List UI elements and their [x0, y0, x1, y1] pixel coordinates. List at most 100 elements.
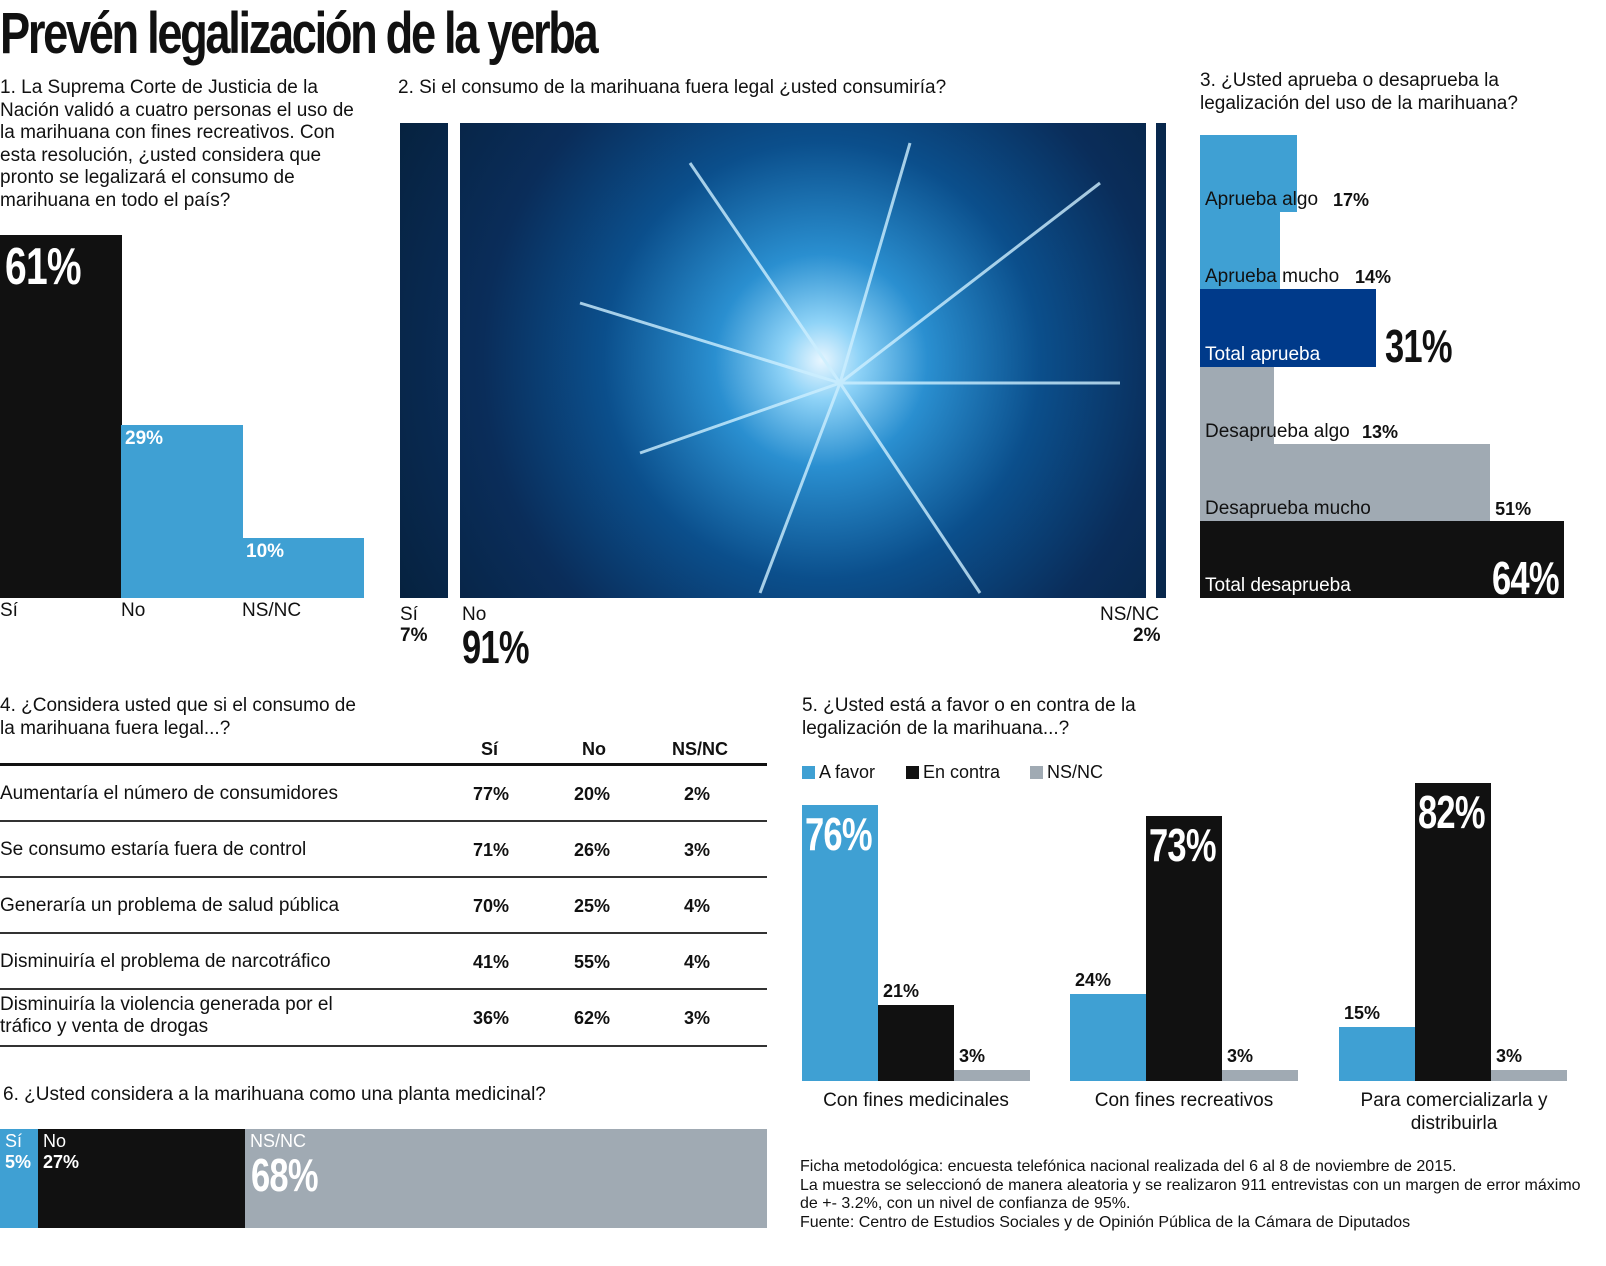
cell-value: 20%	[574, 784, 611, 804]
cell-value: 3%	[684, 840, 711, 860]
table-row: Se consumo estaría fuera de control 71% 26…	[0, 822, 767, 878]
cell-value: 2%	[684, 784, 711, 804]
q2-value-si: 7%	[400, 625, 428, 646]
q5-value: 73%	[1149, 818, 1217, 871]
q3-question: 3. ¿Usted aprueba o desaprueba la legali…	[1200, 70, 1518, 114]
q3-category: Aprueba mucho	[1205, 266, 1340, 288]
q1-value: 10%	[246, 541, 285, 563]
q1-question: 1. La Suprema Corte de Justicia de la Na…	[0, 77, 354, 211]
q2-bar-si	[400, 123, 448, 598]
q2-value-nsnc: 2%	[1133, 625, 1161, 646]
q5-value: 15%	[1344, 1002, 1381, 1023]
table-row: Disminuiría el problema de narcotráfico 4…	[0, 934, 767, 990]
q2-question: 2. Si el consumo de la marihuana fuera l…	[398, 77, 947, 98]
legend-label: En contra	[923, 762, 1001, 782]
q6-value: 68%	[251, 1149, 319, 1201]
q6-category: NS/NC	[250, 1131, 307, 1151]
q3-bar	[1200, 521, 1564, 599]
q2-label-no: No	[462, 604, 487, 625]
q3-bar	[1200, 289, 1377, 367]
q3-value: 14%	[1355, 267, 1392, 288]
legend-label: NS/NC	[1047, 762, 1104, 782]
q4-header-rule	[0, 763, 767, 766]
q1-category: No	[121, 600, 146, 621]
cell-value: 36%	[473, 1008, 510, 1028]
q3-bar	[1200, 443, 1491, 521]
q5-bar	[1339, 1026, 1415, 1081]
q2-label-nsnc: NS/NC	[1100, 604, 1160, 625]
cell-value: 41%	[473, 952, 510, 972]
cell-value: 70%	[473, 896, 510, 916]
methodology-note: Ficha metodológica: encuesta telefónica …	[800, 1158, 1590, 1232]
q3-category: Total aprueba	[1205, 343, 1321, 365]
q1-category: Sí	[0, 600, 18, 621]
q6-value: 5%	[5, 1152, 32, 1172]
q5-category: Para comercializarla y distribuirla	[1360, 1090, 1548, 1134]
q6-category: Sí	[5, 1131, 23, 1151]
q2-label-si: Sí	[400, 604, 418, 625]
q1-bar	[0, 235, 122, 598]
q4-column-header: NS/NC	[672, 739, 729, 759]
q3-value: 64%	[1492, 552, 1560, 604]
q5-bar	[954, 1070, 1030, 1081]
q2-bar-no	[460, 123, 1146, 598]
q1-value: 61%	[5, 238, 82, 296]
cell-value: 71%	[473, 840, 510, 860]
q5-bar	[1222, 1070, 1298, 1081]
row-label: Generaría un problema de salud pública	[0, 895, 340, 916]
leaf-illustration	[579, 142, 1120, 594]
q3-value: 31%	[1385, 320, 1453, 373]
q5-bar	[1070, 993, 1146, 1081]
q1-bar	[242, 538, 364, 598]
cell-value: 77%	[473, 784, 510, 804]
q4-question: 4. ¿Considera usted que si el consumo de…	[0, 695, 356, 739]
q3-value: 17%	[1333, 190, 1370, 211]
legend-label: A favor	[819, 762, 876, 782]
cell-value: 55%	[574, 952, 611, 972]
legend-item: En contra	[906, 762, 1000, 783]
q3-value: 51%	[1495, 499, 1532, 519]
q3-category: Aprueba algo	[1205, 189, 1319, 211]
q4-column-header: No	[582, 739, 606, 759]
q3-value: 13%	[1362, 421, 1399, 442]
q2-bar-nsnc	[1156, 123, 1166, 598]
footer-line-3: Fuente: Centro de Estudios Sociales y de…	[800, 1213, 1411, 1231]
q5-bar	[878, 1004, 954, 1081]
q6-bar	[38, 1129, 245, 1228]
q5-value: 76%	[805, 808, 873, 860]
cell-value: 62%	[574, 1008, 611, 1028]
row-label: Disminuiría la violencia generada por el…	[0, 994, 333, 1037]
table-row: Disminuiría la violencia generada por el…	[0, 990, 767, 1047]
q4-column-header: Sí	[481, 739, 499, 759]
row-label: Disminuiría el problema de narcotráfico	[0, 951, 331, 972]
q5-value: 24%	[1075, 969, 1112, 990]
q5-bar	[1415, 783, 1491, 1081]
q6-category: No	[43, 1131, 67, 1151]
footer-line-1: Ficha metodológica: encuesta telefónica …	[800, 1158, 1457, 1175]
page-title: Prevén legalización de la yerba	[0, 1, 599, 66]
legend-item: NS/NC	[1030, 762, 1103, 783]
q5-value: 3%	[959, 1046, 986, 1067]
q5-bar	[802, 805, 878, 1081]
q6-value: 27%	[43, 1152, 80, 1172]
q5-value: 3%	[1496, 1046, 1523, 1067]
q5-category: Con fines medicinales	[823, 1090, 1009, 1111]
q6-bar	[245, 1129, 767, 1228]
q5-value: 3%	[1227, 1046, 1254, 1067]
q6-bar	[0, 1129, 38, 1228]
q5-value: 82%	[1418, 786, 1486, 839]
row-label: Aumentaría el número de consumidores	[0, 783, 338, 804]
q5-bar	[1146, 815, 1222, 1081]
q3-category: Desaprueba mucho	[1205, 498, 1371, 519]
cell-value: 3%	[684, 1008, 711, 1028]
q3-bar	[1200, 135, 1297, 213]
q5-category: Con fines recreativos	[1094, 1090, 1274, 1111]
q1-category: NS/NC	[242, 600, 302, 621]
q5-bar	[1491, 1070, 1567, 1081]
q5-value: 21%	[883, 980, 920, 1001]
table-row: Generaría un problema de salud pública 70…	[0, 878, 767, 934]
q6-question: 6. ¿Usted considera a la marihuana como …	[3, 1084, 546, 1105]
q3-bar	[1200, 366, 1274, 444]
q3-bar	[1200, 212, 1280, 290]
cell-value: 4%	[684, 952, 711, 972]
